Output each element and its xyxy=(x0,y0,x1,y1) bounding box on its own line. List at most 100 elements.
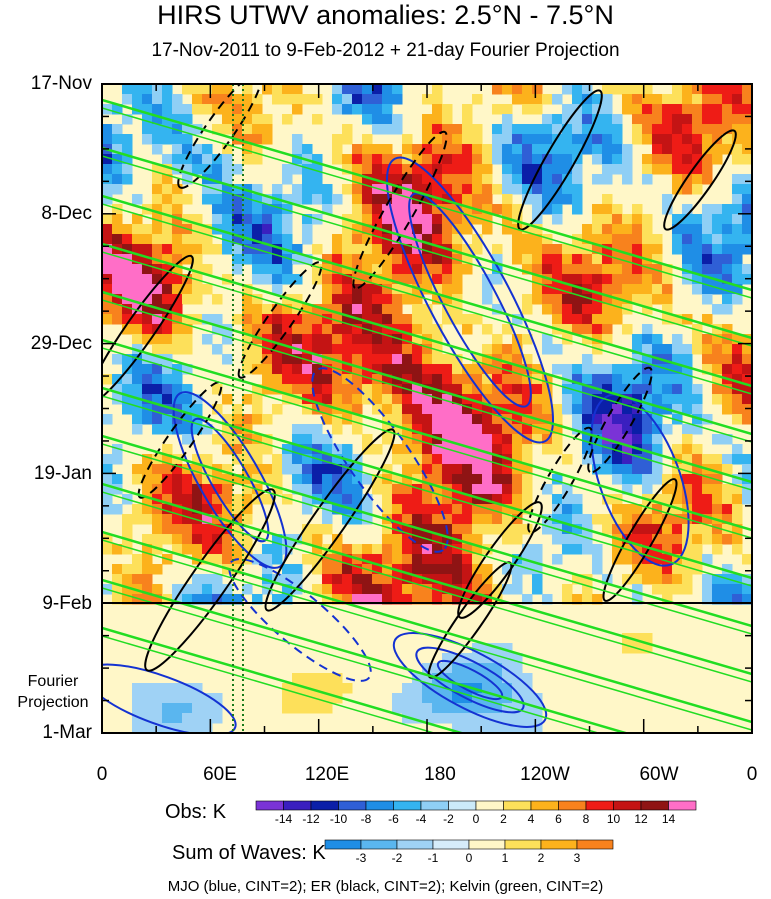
field-cell xyxy=(602,244,613,255)
waves-colorbar-swatch xyxy=(324,839,362,850)
field-cell xyxy=(262,474,273,485)
field-cell xyxy=(642,234,653,245)
field-cell xyxy=(412,544,423,555)
field-cell xyxy=(382,104,393,115)
field-cell xyxy=(532,244,543,255)
field-cell xyxy=(402,474,413,485)
field-cell xyxy=(452,444,463,455)
field-cell xyxy=(292,454,303,465)
field-cell xyxy=(442,114,453,125)
field-cell xyxy=(462,384,473,395)
field-cell xyxy=(732,294,743,305)
field-cell xyxy=(492,494,503,505)
anomaly-field xyxy=(102,84,752,733)
projection-cell xyxy=(442,663,453,674)
field-cell xyxy=(382,554,393,565)
field-cell xyxy=(322,524,333,535)
field-cell xyxy=(102,534,113,545)
field-cell xyxy=(492,144,503,155)
field-cell xyxy=(642,124,653,135)
field-cell xyxy=(542,284,553,295)
field-cell xyxy=(202,514,213,525)
projection-cell xyxy=(302,673,313,684)
field-cell xyxy=(732,544,743,555)
projection-cell xyxy=(462,703,473,714)
field-cell xyxy=(682,574,693,585)
obs-colorbar-swatch xyxy=(255,800,284,811)
field-cell xyxy=(622,164,633,175)
projection-cell xyxy=(342,683,353,694)
field-cell xyxy=(662,274,673,285)
field-cell xyxy=(672,414,683,425)
field-cell xyxy=(532,294,543,305)
field-cell xyxy=(382,404,393,415)
field-cell xyxy=(152,224,163,235)
field-cell xyxy=(362,234,373,245)
field-cell xyxy=(162,124,173,135)
field-cell xyxy=(132,464,143,475)
field-cell xyxy=(662,384,673,395)
field-cell xyxy=(382,424,393,435)
field-cell xyxy=(362,294,373,305)
field-cell xyxy=(622,574,633,585)
field-cell xyxy=(602,134,613,145)
field-cell xyxy=(522,544,533,555)
field-cell xyxy=(212,574,223,585)
projection-cell xyxy=(432,663,443,674)
field-cell xyxy=(592,594,603,605)
projection-cell xyxy=(482,683,493,694)
field-cell xyxy=(582,334,593,345)
field-cell xyxy=(612,304,623,315)
field-cell xyxy=(402,374,413,385)
field-cell xyxy=(312,344,323,355)
field-cell xyxy=(222,484,233,495)
field-cell xyxy=(152,364,163,375)
field-cell xyxy=(182,104,193,115)
field-cell xyxy=(482,144,493,155)
field-cell xyxy=(432,544,443,555)
field-cell xyxy=(692,234,703,245)
field-cell xyxy=(422,124,433,135)
field-cell xyxy=(572,94,583,105)
field-cell xyxy=(342,544,353,555)
field-cell xyxy=(682,264,693,275)
field-cell xyxy=(742,414,752,425)
er-contour xyxy=(102,254,194,406)
field-cell xyxy=(622,444,633,455)
field-cell xyxy=(322,494,333,505)
field-cell xyxy=(332,134,343,145)
field-cell xyxy=(242,304,253,315)
field-cell xyxy=(332,314,343,325)
x-label-60w: 60W xyxy=(639,764,679,785)
field-cell xyxy=(162,394,173,405)
field-cell xyxy=(742,234,752,245)
field-cell xyxy=(612,84,623,95)
field-cell xyxy=(262,494,273,505)
field-cell xyxy=(532,184,543,195)
field-cell xyxy=(102,504,113,515)
field-cell xyxy=(312,174,323,185)
waves-level-label: 0 xyxy=(465,851,473,865)
field-cell xyxy=(302,364,313,375)
field-cell xyxy=(382,574,393,585)
field-cell xyxy=(672,554,683,565)
field-cell xyxy=(652,124,663,135)
field-cell xyxy=(682,404,693,415)
field-cell xyxy=(542,204,553,215)
projection-cell xyxy=(202,703,213,714)
field-cell xyxy=(522,244,533,255)
field-cell xyxy=(582,374,593,385)
field-cell xyxy=(412,354,423,365)
field-cell xyxy=(252,414,263,425)
field-cell xyxy=(642,324,653,335)
field-cell xyxy=(242,454,253,465)
field-cell xyxy=(482,224,493,235)
kelvin-contour xyxy=(102,587,601,733)
field-cell xyxy=(332,574,343,585)
field-cell xyxy=(172,544,183,555)
field-cell xyxy=(342,274,353,285)
field-cell xyxy=(562,544,573,555)
field-cell xyxy=(582,314,593,325)
field-cell xyxy=(232,564,243,575)
field-cell xyxy=(482,384,493,395)
